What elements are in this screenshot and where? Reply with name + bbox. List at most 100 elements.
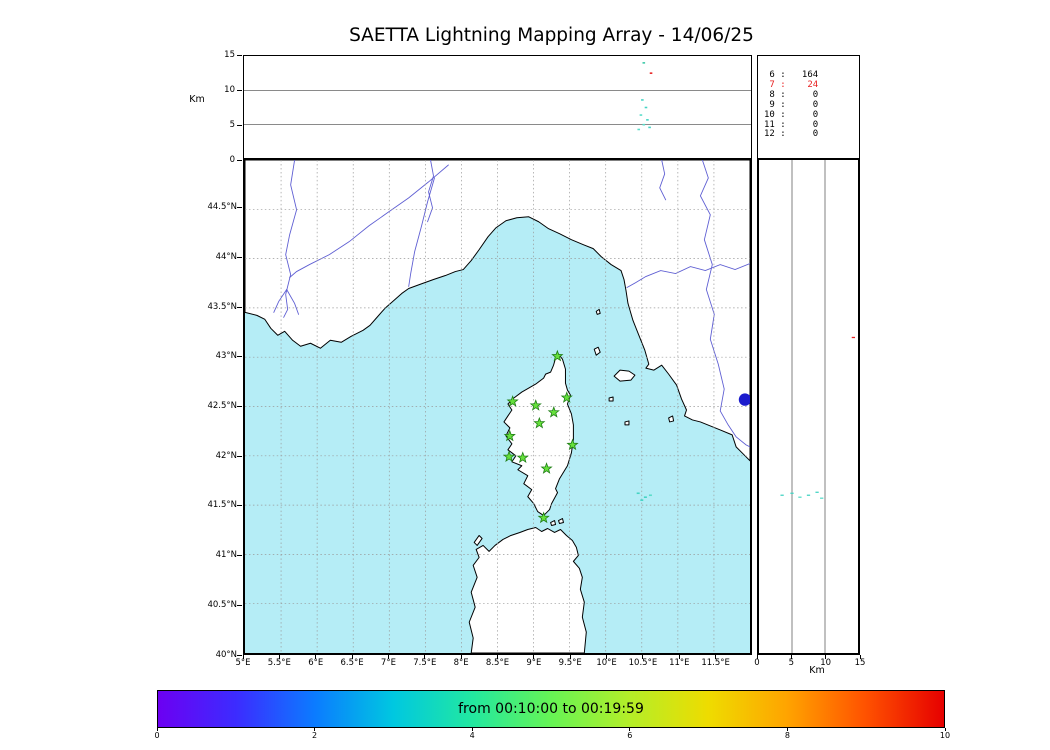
source-count-row: 8 : 0 (764, 89, 819, 100)
axis-tick (825, 655, 827, 659)
axis-tick (606, 655, 608, 659)
axis-tick (569, 655, 571, 659)
axis-tick (237, 306, 242, 308)
colorbar-tick-label: 4 (469, 731, 475, 740)
lightning-source-point (648, 126, 651, 129)
lightning-source-point (649, 72, 653, 74)
longitude-tick-label: 6.5°E (340, 658, 364, 668)
sardinia-island (468, 527, 587, 653)
axis-tick (237, 406, 242, 407)
lightning-points-layer (636, 492, 652, 501)
lma-station-marker (537, 511, 550, 524)
maddalena-island (558, 518, 564, 525)
axis-tick (237, 207, 242, 209)
latitude-tick-label: 43.5°N (207, 301, 237, 312)
axis-tick (859, 655, 861, 659)
longitude-tick-label: 5°E (235, 658, 251, 668)
longitude-tick-label: 9.5°E (558, 658, 582, 668)
latitude-tick-label: 43°N (215, 351, 237, 362)
axis-tick (237, 455, 242, 457)
montecristo-island (624, 420, 630, 426)
lightning-source-point (639, 114, 643, 116)
axis-tick (756, 655, 758, 659)
axis-tick (424, 655, 426, 659)
source-count-row: 9 : 0 (764, 99, 819, 110)
source-count-row: 12 : 0 (764, 129, 819, 140)
axis-tick (387, 655, 389, 659)
axis-tick (278, 655, 280, 659)
source-count-box: 6 : 164 7 : 24 8 : 0 9 : 0 10 : 0 11 : 0 12… (757, 55, 860, 160)
altitude-tick-label: 5 (788, 658, 795, 668)
axis-tick (786, 728, 788, 731)
colorbar-tick-label: 8 (784, 731, 790, 740)
lma-station-marker (551, 349, 564, 362)
lma-station-marker (533, 416, 546, 429)
altitude-tick-label: 0 (229, 155, 235, 165)
lma-station-marker (506, 395, 519, 407)
altitude-tick-label: 0 (754, 658, 760, 668)
axis-tick (237, 505, 242, 507)
lightning-source-point (646, 119, 649, 121)
altitude-tick-label: 5 (229, 120, 235, 130)
time-colorbar: from 00:10:00 to 00:19:59 (157, 690, 945, 728)
colorbar-tick-label: 6 (627, 731, 633, 740)
latitude-tick-label: 40.5°N (207, 599, 237, 610)
river (626, 263, 750, 288)
axis-tick (237, 356, 242, 358)
altitude-tick-label: 15 (224, 50, 235, 60)
axis-tick (533, 655, 535, 659)
lightning-source-point (644, 106, 648, 109)
latitude-tick-label: 41.5°N (207, 500, 237, 511)
axis-tick (678, 655, 680, 659)
lightning-source-point (851, 336, 856, 339)
axis-tick (237, 654, 242, 656)
colorbar-tick-label: 0 (154, 731, 160, 740)
lma-station-marker (560, 391, 573, 403)
axis-tick (314, 728, 316, 731)
lma-station-marker (529, 399, 542, 411)
altitude-tick-label: 15 (854, 658, 866, 668)
flash-point (643, 496, 647, 499)
longitude-tick-label: 8.5°E (485, 658, 510, 668)
axis-tick (497, 655, 498, 659)
altitude-axis-label-right: Km (809, 665, 825, 676)
axis-tick (715, 655, 717, 659)
lma-station-marker (547, 405, 560, 418)
lightning-source-point (790, 492, 794, 494)
axis-tick (242, 655, 244, 659)
river-layer (273, 160, 750, 448)
lma-station-marker (516, 451, 529, 463)
longitude-tick-label: 11.5°E (701, 658, 730, 668)
lightning-source-point (815, 491, 819, 493)
axis-tick (315, 655, 317, 659)
altitude-tick-label: 10 (820, 658, 832, 668)
river (286, 289, 300, 315)
altitude-longitude-plot (244, 62, 751, 131)
gorgona-island (595, 308, 601, 315)
longitude-tick-label: 6°E (308, 658, 324, 668)
lightning-source-point (642, 123, 646, 126)
asinara-island (473, 534, 483, 546)
colorbar-tick-label: 10 (939, 731, 951, 740)
lake-bolsena-marker (738, 393, 750, 406)
longitude-tick-label: 7°E (380, 658, 396, 668)
altitude-latitude-plot (780, 160, 856, 653)
latitude-tick-label: 40°N (215, 649, 237, 660)
axis-tick (237, 159, 242, 161)
capraia-island (593, 346, 601, 356)
axis-tick (237, 604, 242, 606)
axis-tick (351, 655, 353, 659)
axis-tick (156, 728, 158, 731)
lightning-source-point (780, 494, 784, 496)
latitude-tick-label: 42°N (215, 450, 237, 461)
giglio-island (668, 415, 675, 423)
flash-point (648, 494, 652, 497)
source-count-row: 7 : 24 (764, 79, 819, 90)
map-grid-layer (245, 160, 750, 653)
latitude-tick-label: 41°N (215, 550, 237, 561)
land-layer (245, 160, 750, 653)
flash-point (640, 499, 644, 501)
lightning-source-point (637, 128, 641, 131)
axis-tick (237, 555, 242, 557)
